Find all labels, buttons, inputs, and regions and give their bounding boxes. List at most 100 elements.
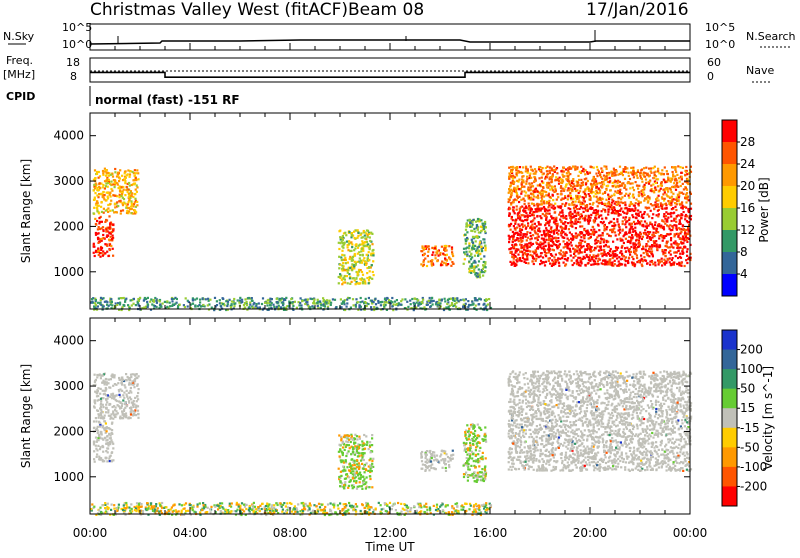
scatter-cell [159,300,161,302]
scatter-cell [635,233,637,235]
scatter-cell [630,167,632,169]
scatter-cell [567,187,569,189]
scatter-cell [621,185,623,187]
scatter-cell [93,246,95,248]
scatter-cell [102,184,104,186]
scatter-cell [579,239,581,241]
scatter-cell [566,242,568,244]
scatter-cell [674,186,676,188]
scatter-cell [560,170,562,172]
scatter-cell [563,188,565,190]
scatter-cell [363,230,365,232]
scatter-cell [599,192,601,194]
scatter-cell [400,304,402,306]
scatter-cell [637,220,639,222]
scatter-cell [246,301,248,303]
scatter-cell [464,234,466,236]
scatter-cell [104,180,106,182]
scatter-cell [96,392,98,394]
scatter-cell [95,250,97,252]
scatter-cell [369,270,371,272]
scatter-cell [565,202,567,204]
scatter-cell [90,302,92,304]
scatter-cell [625,207,627,209]
scatter-cell [670,215,672,217]
scatter-cell [663,215,665,217]
scatter-cell [540,244,542,246]
scatter-cell [562,217,564,219]
scatter-cell [238,302,240,304]
scatter-cell [424,258,426,260]
scatter-cell [548,258,550,260]
scatter-cell [579,171,581,173]
scatter-cell [679,228,681,230]
scatter-cell [558,262,560,264]
scatter-cell [341,265,343,267]
scatter-cell [645,178,647,180]
scatter-cell [561,180,563,182]
scatter-cell [100,299,102,301]
scatter-cell [588,190,590,192]
scatter-cell [96,173,98,175]
scatter-cell [518,240,520,242]
scatter-cell [93,243,95,245]
scatter-cell [643,167,645,169]
scatter-cell [640,255,642,257]
scatter-cell [573,216,575,218]
scatter-cell [618,215,620,217]
scatter-cell [100,388,102,390]
scatter-cell [682,183,684,185]
scatter-cell [643,256,645,258]
scatter-cell [126,396,128,398]
scatter-cell [560,231,562,233]
scatter-cell [105,422,107,424]
scatter-cell [108,215,110,217]
scatter-cell [134,182,136,184]
noise-right-tick-top: 10^5 [705,21,735,34]
scatter-cell [513,235,515,237]
date-label: 17/Jan/2016 [586,0,689,20]
scatter-cell [595,231,597,233]
scatter-cell [576,261,578,263]
scatter-cell [549,170,551,172]
scatter-cell [100,400,102,402]
scatter-cell [343,300,345,302]
scatter-cell [466,253,468,255]
scatter-cell [114,195,116,197]
scatter-cell [488,298,490,300]
scatter-cell [612,257,614,259]
power-colorbar-label: Power [dB] [757,177,771,242]
scatter-cell [618,256,620,258]
scatter-cell [335,306,337,308]
scatter-cell [486,299,488,301]
scatter-cell [663,173,665,175]
scatter-cell [572,264,574,266]
scatter-cell [611,264,613,266]
scatter-cell [679,204,681,206]
scatter-cell [414,297,416,299]
scatter-cell [432,303,434,305]
scatter-cell [682,167,684,169]
scatter-cell [531,214,533,216]
scatter-cell [524,219,526,221]
scatter-cell [644,211,646,213]
scatter-cell [522,257,524,259]
scatter-cell [615,212,617,214]
scatter-cell [530,166,532,168]
scatter-cell [513,262,515,264]
scatter-cell [580,236,582,238]
scatter-cell [103,393,105,395]
scatter-cell [675,184,677,186]
scatter-cell [411,298,413,300]
scatter-cell [674,206,676,208]
scatter-cell [570,255,572,257]
scatter-cell [342,247,344,249]
scatter-cell [571,204,573,206]
scatter-cell [672,173,674,175]
scatter-cell [127,304,129,306]
scatter-cell [625,226,627,228]
scatter-cell [118,377,120,379]
scatter-cell [511,253,513,255]
scatter-cell [98,205,100,207]
colorbar-tick-label: 20 [740,179,755,193]
